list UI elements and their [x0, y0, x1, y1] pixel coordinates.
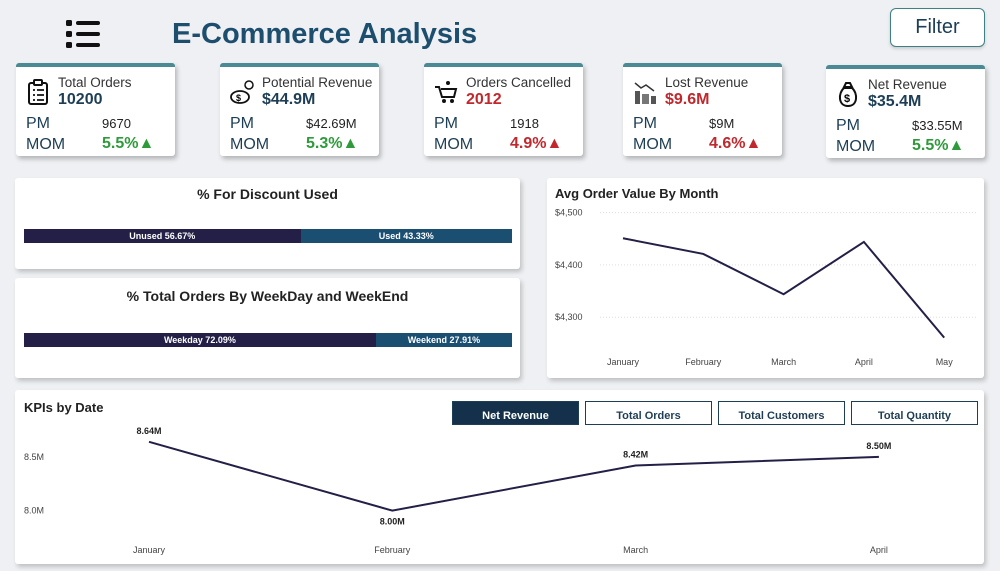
y-tick-label: $4,500 — [555, 208, 583, 218]
mom-label: MOM — [230, 136, 270, 153]
data-label: 8.00M — [380, 517, 405, 527]
x-tick-label: February — [374, 545, 411, 555]
card-label: Potential Revenue — [262, 75, 373, 90]
x-tick-label: May — [936, 357, 954, 367]
bar-segment[interactable]: Weekday 72.09% — [24, 333, 376, 347]
pm-label: PM — [26, 115, 50, 132]
x-tick-label: March — [623, 545, 648, 555]
x-tick-label: January — [133, 545, 166, 555]
card-label: Lost Revenue — [665, 75, 749, 90]
mom-value: 5.3%▲ — [306, 135, 359, 152]
pm-value: $42.69M — [306, 116, 357, 131]
filter-button[interactable]: Filter — [890, 8, 985, 47]
y-tick-label: $4,400 — [555, 260, 583, 270]
avg-order-chart: $4,500 $4,400 $4,300 January February March Ap… — [555, 208, 977, 367]
data-label: 8.64M — [136, 426, 161, 436]
series-line — [622, 237, 945, 339]
mom-value: 5.5%▲ — [102, 135, 155, 152]
pm-label: PM — [836, 117, 860, 134]
x-tick-label: February — [685, 357, 722, 367]
discount-title: % For Discount Used — [197, 186, 338, 202]
svg-text:$: $ — [236, 93, 241, 103]
card-value: 10200 — [58, 91, 103, 108]
pm-label: PM — [434, 115, 458, 132]
mom-label: MOM — [434, 136, 474, 153]
mom-value: 4.9%▲ — [510, 135, 563, 152]
pm-label: PM — [633, 115, 657, 132]
kpi-card-lost-revenue: Lost Revenue $9.6M PM $9M MOM 4.6%▲ — [623, 63, 782, 156]
kpi-card-orders-cancelled: Orders Cancelled 2012 PM 1918 MOM 4.9%▲ — [424, 63, 583, 156]
cart-icon — [435, 81, 458, 103]
kpi-title: KPIs by Date — [24, 400, 104, 415]
data-label: 8.42M — [623, 449, 648, 459]
money-bag-icon: $ — [838, 82, 858, 107]
mom-label: MOM — [836, 138, 876, 155]
weekday-bar: Weekday 72.09% Weekend 27.91% — [24, 333, 512, 347]
y-tick-label: 8.0M — [24, 506, 44, 516]
card-value: $44.9M — [262, 91, 316, 108]
y-tick-label: $4,300 — [555, 312, 583, 322]
x-tick-label: March — [771, 357, 796, 367]
kpi-button-total-quantity[interactable]: Total Quantity — [851, 401, 978, 425]
card-value: $35.4M — [868, 93, 922, 110]
discount-bar: Unused 56.67% Used 43.33% — [24, 229, 512, 243]
kpi-card-net-revenue: $ Net Revenue $35.4M PM $33.55M MOM 5.5%… — [826, 65, 985, 158]
kpi-card-potential-revenue: $ Potential Revenue $44.9M PM $42.69M MO… — [220, 63, 379, 156]
money-coins-icon: $ — [230, 80, 254, 104]
kpi-button-total-customers[interactable]: Total Customers — [718, 401, 845, 425]
pm-value: $9M — [709, 116, 735, 131]
bar-segment[interactable]: Used 43.33% — [300, 229, 512, 243]
card-value: 2012 — [466, 91, 502, 108]
mom-value: 4.6%▲ — [709, 135, 762, 152]
mom-label: MOM — [633, 136, 673, 153]
y-tick-label: 8.5M — [24, 452, 44, 462]
avg-order-title: Avg Order Value By Month — [555, 186, 719, 201]
pm-label: PM — [230, 115, 254, 132]
kpi-button-total-orders[interactable]: Total Orders — [585, 401, 712, 425]
weekday-title: % Total Orders By WeekDay and WeekEnd — [126, 288, 409, 304]
card-label: Total Orders — [58, 75, 132, 90]
series-line — [148, 440, 879, 512]
kpi-card-total-orders: Total Orders 10200 PM 9670 MOM 5.5%▲ — [16, 63, 175, 156]
mom-value: 5.5%▲ — [912, 137, 965, 154]
x-tick-label: January — [607, 357, 640, 367]
kpi-chart: 8.5M 8.0M January February March April 8.64M 8.… — [24, 426, 891, 555]
card-label: Net Revenue — [868, 77, 947, 92]
avg-order-panel: Avg Order Value By Month $4,500 $4,400 $4,… — [547, 178, 984, 378]
declining-money-icon — [634, 82, 656, 104]
pm-value: 1918 — [510, 116, 539, 131]
card-value: $9.6M — [665, 91, 710, 108]
x-tick-label: April — [870, 545, 888, 555]
svg-text:$: $ — [844, 93, 850, 105]
x-tick-label: April — [855, 357, 873, 367]
discount-panel: % For Discount Used Unused 56.67% Used 43… — [15, 178, 520, 269]
kpi-panel: KPIs by Date Net Revenue Total Orders Tota… — [15, 390, 984, 564]
page-title: E-Commerce Analysis — [172, 18, 478, 50]
pm-value: $33.55M — [912, 118, 963, 133]
card-label: Orders Cancelled — [466, 75, 572, 90]
mom-label: MOM — [26, 136, 66, 153]
weekday-panel: % Total Orders By WeekDay and WeekEnd We… — [15, 278, 520, 378]
bar-segment[interactable]: Weekend 27.91% — [375, 333, 512, 347]
bar-segment[interactable]: Unused 56.67% — [24, 229, 301, 243]
pm-value: 9670 — [102, 116, 131, 131]
kpi-button-net-revenue[interactable]: Net Revenue — [452, 401, 579, 425]
data-label: 8.50M — [866, 441, 891, 451]
hamburger-list-icon[interactable] — [64, 18, 102, 50]
clipboard-icon — [28, 79, 48, 105]
